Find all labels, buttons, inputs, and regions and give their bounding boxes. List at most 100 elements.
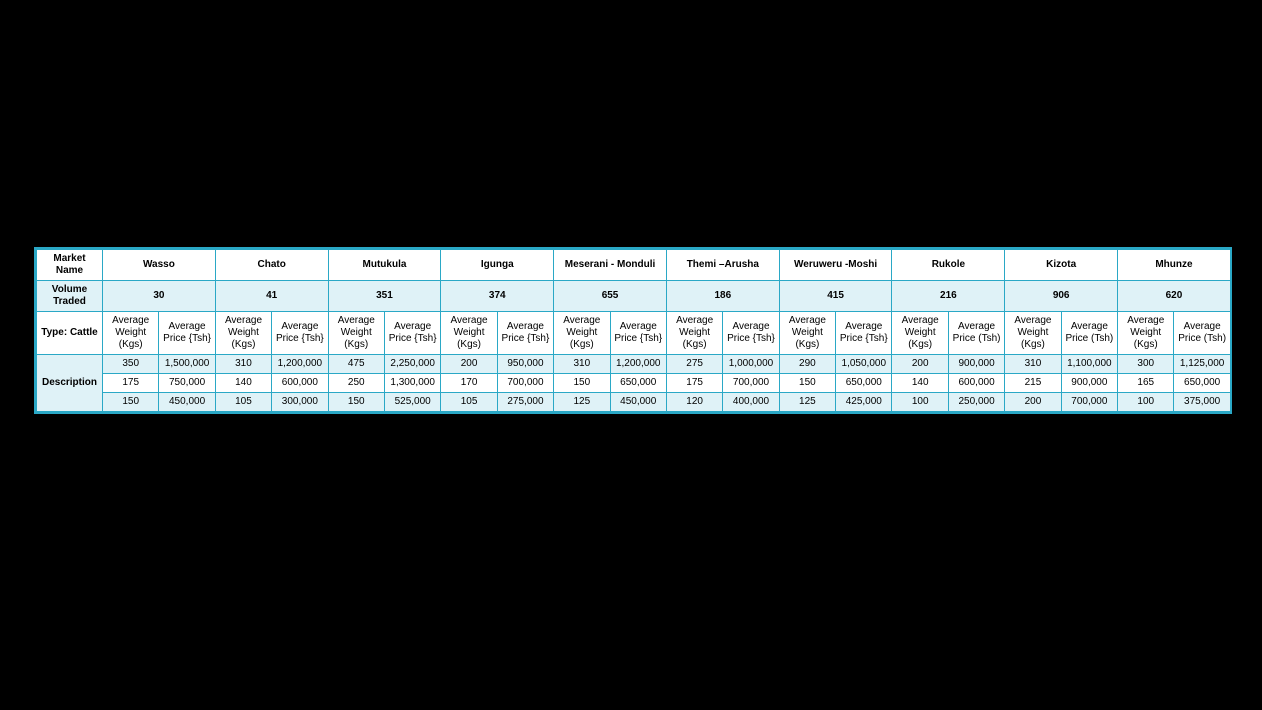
col-avg-price: Average Price {Tsh} (723, 312, 779, 355)
market-volume: 351 (328, 281, 441, 312)
cell-weight: 475 (328, 355, 384, 374)
cell-weight: 310 (215, 355, 271, 374)
cell-weight: 140 (892, 374, 948, 393)
cell-price: 900,000 (1061, 374, 1117, 393)
market-name: Mhunze (1118, 250, 1231, 281)
cell-price: 900,000 (948, 355, 1004, 374)
header-type-cattle: Type: Cattle (37, 312, 103, 355)
cell-price: 450,000 (610, 393, 666, 412)
market-name: Chato (215, 250, 328, 281)
cell-weight: 250 (328, 374, 384, 393)
cell-weight: 165 (1118, 374, 1174, 393)
market-volume: 620 (1118, 281, 1231, 312)
header-market-name: Market Name (37, 250, 103, 281)
col-avg-price: Average Price {Tsh} (836, 312, 892, 355)
cell-weight: 310 (554, 355, 610, 374)
cell-price: 650,000 (836, 374, 892, 393)
col-avg-price: Average Price (Tsh) (1061, 312, 1117, 355)
col-avg-price: Average Price {Tsh} (159, 312, 215, 355)
cell-weight: 150 (328, 393, 384, 412)
cell-price: 1,000,000 (723, 355, 779, 374)
col-avg-weight: Average Weight (Kgs) (1005, 312, 1061, 355)
cell-weight: 150 (103, 393, 159, 412)
cell-price: 750,000 (159, 374, 215, 393)
cell-weight: 175 (103, 374, 159, 393)
cell-weight: 100 (892, 393, 948, 412)
col-avg-weight: Average Weight (Kgs) (1118, 312, 1174, 355)
market-volume: 906 (1005, 281, 1118, 312)
col-avg-price: Average Price (Tsh) (1174, 312, 1230, 355)
cell-weight: 150 (779, 374, 835, 393)
col-avg-weight: Average Weight (Kgs) (103, 312, 159, 355)
cell-price: 700,000 (1061, 393, 1117, 412)
col-avg-weight: Average Weight (Kgs) (328, 312, 384, 355)
market-volume: 655 (554, 281, 667, 312)
cell-weight: 200 (441, 355, 497, 374)
market-volume: 216 (892, 281, 1005, 312)
cell-price: 450,000 (159, 393, 215, 412)
cell-weight: 150 (554, 374, 610, 393)
cell-price: 300,000 (272, 393, 328, 412)
cell-price: 275,000 (497, 393, 553, 412)
cell-price: 425,000 (836, 393, 892, 412)
market-name: Mutukula (328, 250, 441, 281)
cell-weight: 175 (666, 374, 722, 393)
col-avg-weight: Average Weight (Kgs) (779, 312, 835, 355)
col-avg-weight: Average Weight (Kgs) (554, 312, 610, 355)
col-avg-price: Average Price {Tsh} (497, 312, 553, 355)
cell-weight: 125 (554, 393, 610, 412)
col-avg-weight: Average Weight (Kgs) (215, 312, 271, 355)
cell-weight: 350 (103, 355, 159, 374)
col-avg-weight: Average Weight (Kgs) (892, 312, 948, 355)
cell-price: 950,000 (497, 355, 553, 374)
col-avg-price: Average Price {Tsh} (272, 312, 328, 355)
cell-price: 1,050,000 (836, 355, 892, 374)
cell-weight: 125 (779, 393, 835, 412)
cell-weight: 200 (1005, 393, 1061, 412)
cell-price: 700,000 (497, 374, 553, 393)
market-volume: 41 (215, 281, 328, 312)
market-volume: 30 (103, 281, 216, 312)
market-name: Wasso (103, 250, 216, 281)
cell-weight: 120 (666, 393, 722, 412)
cell-price: 700,000 (723, 374, 779, 393)
cell-price: 600,000 (948, 374, 1004, 393)
cell-price: 375,000 (1174, 393, 1230, 412)
cell-price: 1,300,000 (384, 374, 440, 393)
col-avg-price: Average Price (Tsh) (948, 312, 1004, 355)
cell-price: 525,000 (384, 393, 440, 412)
header-volume-traded: Volume Traded (37, 281, 103, 312)
market-volume: 374 (441, 281, 554, 312)
market-name: Themi –Arusha (666, 250, 779, 281)
col-avg-weight: Average Weight (Kgs) (666, 312, 722, 355)
cell-price: 2,250,000 (384, 355, 440, 374)
market-name: Igunga (441, 250, 554, 281)
cell-price: 1,500,000 (159, 355, 215, 374)
cell-weight: 100 (1118, 393, 1174, 412)
market-table-container: Market NameWassoChatoMutukulaIgungaMeser… (34, 247, 1232, 414)
cell-price: 250,000 (948, 393, 1004, 412)
cell-price: 1,100,000 (1061, 355, 1117, 374)
col-avg-weight: Average Weight (Kgs) (441, 312, 497, 355)
cell-price: 650,000 (610, 374, 666, 393)
cell-weight: 200 (892, 355, 948, 374)
cell-weight: 170 (441, 374, 497, 393)
cell-price: 1,200,000 (272, 355, 328, 374)
cell-weight: 300 (1118, 355, 1174, 374)
cell-weight: 310 (1005, 355, 1061, 374)
cell-price: 1,200,000 (610, 355, 666, 374)
market-table: Market NameWassoChatoMutukulaIgungaMeser… (36, 249, 1231, 412)
col-avg-price: Average Price {Tsh} (610, 312, 666, 355)
cell-price: 600,000 (272, 374, 328, 393)
cell-weight: 215 (1005, 374, 1061, 393)
cell-weight: 140 (215, 374, 271, 393)
cell-price: 400,000 (723, 393, 779, 412)
cell-weight: 290 (779, 355, 835, 374)
market-name: Weruweru -Moshi (779, 250, 892, 281)
market-volume: 415 (779, 281, 892, 312)
market-volume: 186 (666, 281, 779, 312)
col-avg-price: Average Price {Tsh} (384, 312, 440, 355)
market-name: Kizota (1005, 250, 1118, 281)
cell-price: 1,125,000 (1174, 355, 1230, 374)
cell-weight: 105 (215, 393, 271, 412)
